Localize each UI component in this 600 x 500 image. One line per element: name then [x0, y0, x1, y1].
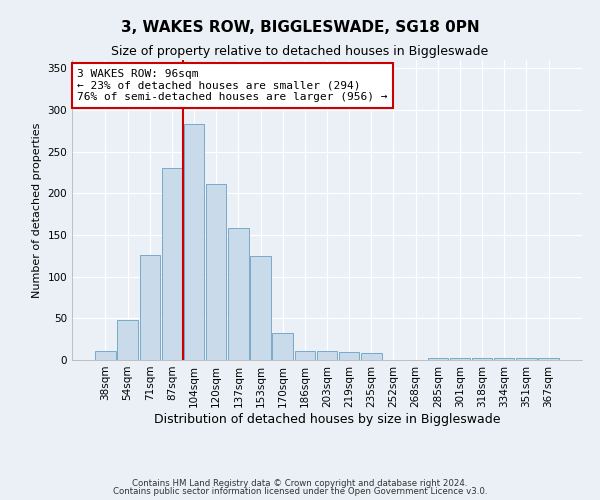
Bar: [472, 358, 493, 360]
Y-axis label: Number of detached properties: Number of detached properties: [32, 122, 42, 298]
Bar: [95, 351, 116, 360]
Bar: [228, 228, 248, 360]
Bar: [206, 184, 226, 360]
Text: Contains public sector information licensed under the Open Government Licence v3: Contains public sector information licen…: [113, 487, 487, 496]
Bar: [118, 320, 138, 360]
Text: 3 WAKES ROW: 96sqm
← 23% of detached houses are smaller (294)
76% of semi-detach: 3 WAKES ROW: 96sqm ← 23% of detached hou…: [77, 69, 388, 102]
Bar: [317, 351, 337, 360]
Bar: [140, 255, 160, 360]
Bar: [428, 358, 448, 360]
Text: 3, WAKES ROW, BIGGLESWADE, SG18 0PN: 3, WAKES ROW, BIGGLESWADE, SG18 0PN: [121, 20, 479, 35]
Bar: [161, 168, 182, 360]
Text: Size of property relative to detached houses in Biggleswade: Size of property relative to detached ho…: [112, 45, 488, 58]
Bar: [339, 352, 359, 360]
Bar: [295, 351, 315, 360]
X-axis label: Distribution of detached houses by size in Biggleswade: Distribution of detached houses by size …: [154, 412, 500, 426]
Bar: [494, 358, 514, 360]
Text: Contains HM Land Registry data © Crown copyright and database right 2024.: Contains HM Land Registry data © Crown c…: [132, 478, 468, 488]
Bar: [516, 358, 536, 360]
Bar: [250, 256, 271, 360]
Bar: [361, 354, 382, 360]
Bar: [450, 358, 470, 360]
Bar: [538, 358, 559, 360]
Bar: [184, 124, 204, 360]
Bar: [272, 332, 293, 360]
